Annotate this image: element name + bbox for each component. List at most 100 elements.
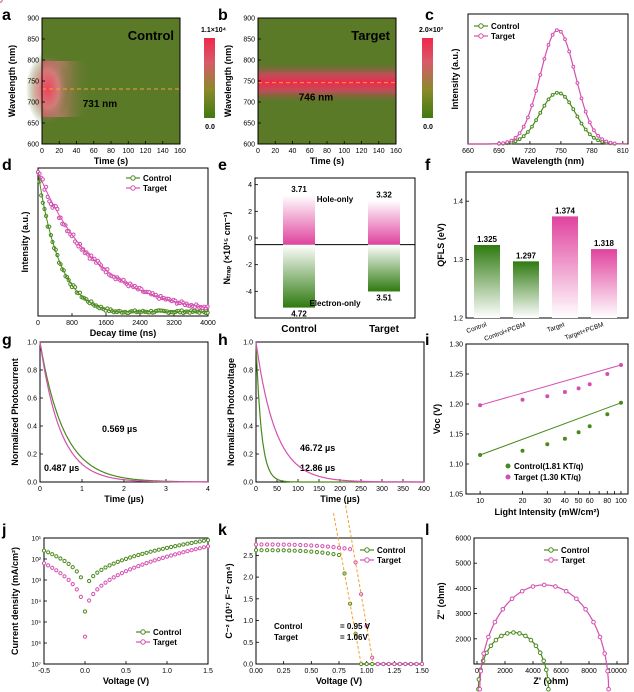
y-axis-label: Normalized Photocurrent — [10, 358, 20, 466]
ms-point-target — [320, 544, 325, 549]
legend-marker — [140, 629, 146, 635]
nyquist-point-control — [545, 677, 551, 682]
jv-point-control — [173, 544, 178, 549]
x-tick-label: 80 — [323, 148, 331, 155]
panel-letter: j — [1, 522, 6, 539]
nyquist-point-control — [499, 633, 504, 639]
ms-point-target — [265, 542, 270, 547]
x-tick-label: 40 — [73, 148, 81, 155]
ms-point-control — [298, 548, 303, 554]
jv-point-control — [66, 561, 71, 567]
ms-point-target — [381, 661, 386, 667]
legend-label: Target — [330, 0, 634, 2]
jv-point-target — [119, 571, 125, 576]
colorbar-min-label: 0.0 — [205, 124, 215, 131]
jv-point-target — [95, 587, 100, 592]
panel-letter: h — [218, 332, 228, 349]
jv-point-control — [128, 555, 133, 560]
colorbar-min-label: 0.0 — [423, 124, 433, 131]
category-label: Target — [546, 321, 566, 334]
y-axis-label: Nₜᵣₐₚ (×10¹⁵ cm⁻³) — [222, 212, 232, 285]
y-tick-label: 10¹ — [32, 536, 42, 543]
jv-point-control — [62, 558, 67, 564]
spectrum-point — [571, 107, 576, 112]
legend-label: Control — [377, 546, 405, 555]
colorbar — [204, 38, 215, 118]
heatmap-panel-a: 731 nm Control 0 20 40 60 80 100 120 140 160 600 650… — [7, 16, 227, 167]
jv-point-target — [181, 550, 186, 555]
y-tick-label: 850 — [27, 37, 39, 44]
spectrum-point — [526, 130, 530, 134]
spectrum-point — [559, 29, 563, 34]
voc-point-control — [605, 412, 610, 417]
x-axis-label: Z' (ohm) — [533, 676, 568, 686]
y-tick-label: 0.6 — [243, 396, 253, 403]
colorbar — [422, 38, 433, 118]
x-tick-label: 20 — [519, 498, 527, 505]
legend-marker — [0, 0, 3, 3]
x-axis-label: Time (s) — [94, 156, 128, 166]
spectrum-point — [550, 93, 555, 97]
jv-point-target — [70, 582, 75, 587]
ms-point-target — [392, 661, 397, 667]
ms-point-control — [370, 661, 375, 667]
legend-label: Target — [491, 32, 515, 41]
jv-point-control — [70, 565, 75, 570]
spectrum-point — [592, 128, 596, 133]
ms-point-control — [270, 548, 275, 553]
spectrum-point — [538, 111, 543, 115]
x-tick-label: 120 — [356, 148, 368, 155]
x-tick-label: 20 — [271, 148, 279, 155]
nyquist-point-target — [530, 584, 536, 589]
lifetime-annotation: 12.86 µs — [300, 463, 335, 473]
legend-marker — [364, 547, 370, 553]
voc-point-control — [520, 448, 525, 453]
jv-point-target — [148, 559, 153, 564]
y-axis-label: Voc (V) — [432, 404, 442, 434]
decay-point-target — [103, 270, 108, 275]
y-tick-label: 1.0 — [243, 618, 253, 625]
panel-letter: g — [2, 332, 12, 349]
ms-point-target — [386, 661, 391, 667]
y-tick-label: 4 — [248, 182, 252, 189]
ms-point-target — [270, 542, 275, 547]
nyquist-point-control — [493, 637, 499, 643]
y-tick-label: 0 — [248, 236, 252, 243]
x-tick-label: 30 — [543, 498, 551, 505]
qfls-bar — [591, 249, 617, 318]
jv-point-target — [123, 569, 129, 574]
jv-point-control — [87, 578, 92, 584]
spectrum-point — [501, 141, 506, 146]
y-tick-label: -2 — [246, 262, 252, 269]
y-tick-label: 850 — [243, 37, 255, 44]
x-tick-label: 0 — [36, 320, 40, 327]
y-axis-label: C⁻² (10¹⁷ F⁻² cm⁴) — [224, 563, 234, 638]
nyquist-point-target — [519, 588, 525, 594]
hole-only-label: Hole-only — [317, 195, 354, 204]
y-tick-label: 2 — [248, 209, 252, 216]
jv-point-target — [54, 568, 59, 573]
jv-point-target — [115, 573, 120, 578]
pl-spectra-panel: 660 690 720 750 780 810 Wavelength (nm) Intensi… — [450, 13, 629, 166]
jv-point-target — [185, 549, 190, 554]
qfls-bar — [474, 245, 500, 318]
spectrum-point — [526, 115, 530, 120]
nyquist-point-target — [486, 634, 491, 640]
y-tick-label: 2000 — [455, 636, 471, 643]
nyquist-point-target — [541, 582, 547, 588]
x-tick-label: 200 — [334, 486, 346, 493]
decay-line-target — [37, 171, 208, 308]
y-tick-label: 1.0 — [27, 340, 37, 347]
ms-point-control — [265, 548, 270, 553]
nyquist-point-control — [523, 633, 528, 639]
mott-schottky-panel: 0.00 0.25 0.50 0.75 1.00 1.25 1.50 0.0 0.5 1.0 1.5… — [224, 505, 429, 686]
jv-point-control — [177, 543, 182, 548]
y-axis-label: Intensity (a.u.) — [20, 211, 30, 272]
ms-point-control — [331, 552, 336, 557]
voc-point-control — [576, 430, 581, 435]
x-tick-label: 50 — [273, 486, 281, 493]
ms-point-target — [259, 542, 264, 547]
spectrum-point — [530, 103, 534, 108]
y-tick-label: 0.0 — [243, 662, 253, 669]
